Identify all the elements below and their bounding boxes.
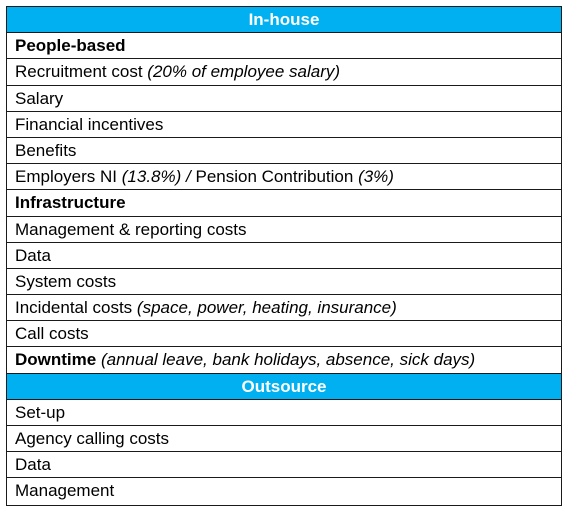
employers-ni-label: Employers NI <box>15 167 118 187</box>
people-based-heading: People-based <box>7 33 561 60</box>
downtime-label: Downtime <box>15 350 97 370</box>
agency-calling-costs-row: Agency calling costs <box>7 426 561 453</box>
downtime-row: Downtime (annual leave, bank holidays, a… <box>7 347 561 374</box>
recruitment-cost-row: Recruitment cost (20% of employee salary… <box>7 59 561 86</box>
downtime-note: (annual leave, bank holidays, absence, s… <box>100 350 476 370</box>
in-house-header: In-house <box>7 7 561 34</box>
management-reporting-row: Management & reporting costs <box>7 217 561 243</box>
incidental-costs-row: Incidental costs (space, power, heating,… <box>7 295 561 322</box>
pension-contribution-label: Pension Contribution <box>195 167 354 187</box>
employers-ni-note: (13.8%) <box>121 167 182 187</box>
outsource-data-row: Data <box>7 452 561 479</box>
in-house-data-row: Data <box>7 243 561 269</box>
outsource-management-row: Management <box>15 481 115 501</box>
setup-row: Set-up <box>7 400 561 426</box>
salary-row: Salary <box>7 86 561 112</box>
cost-comparison-table: In-house People-based Recruitment cost (… <box>6 6 562 506</box>
employers-ni-separator: / <box>186 167 191 187</box>
financial-incentives-row: Financial incentives <box>7 112 561 138</box>
outsource-header: Outsource <box>7 373 561 400</box>
pension-contribution-note: (3%) <box>358 167 394 187</box>
system-costs-row: System costs <box>7 269 561 296</box>
employers-ni-row: Employers NI (13.8%) / Pension Contribut… <box>7 164 561 191</box>
infrastructure-heading: Infrastructure <box>7 190 561 217</box>
call-costs-row: Call costs <box>7 321 561 348</box>
recruitment-cost-label: Recruitment cost <box>15 62 143 82</box>
recruitment-cost-note: (20% of employee salary) <box>147 62 341 82</box>
incidental-costs-label: Incidental costs <box>15 298 133 318</box>
incidental-costs-note: (space, power, heating, insurance) <box>136 298 397 318</box>
benefits-row: Benefits <box>7 138 561 165</box>
